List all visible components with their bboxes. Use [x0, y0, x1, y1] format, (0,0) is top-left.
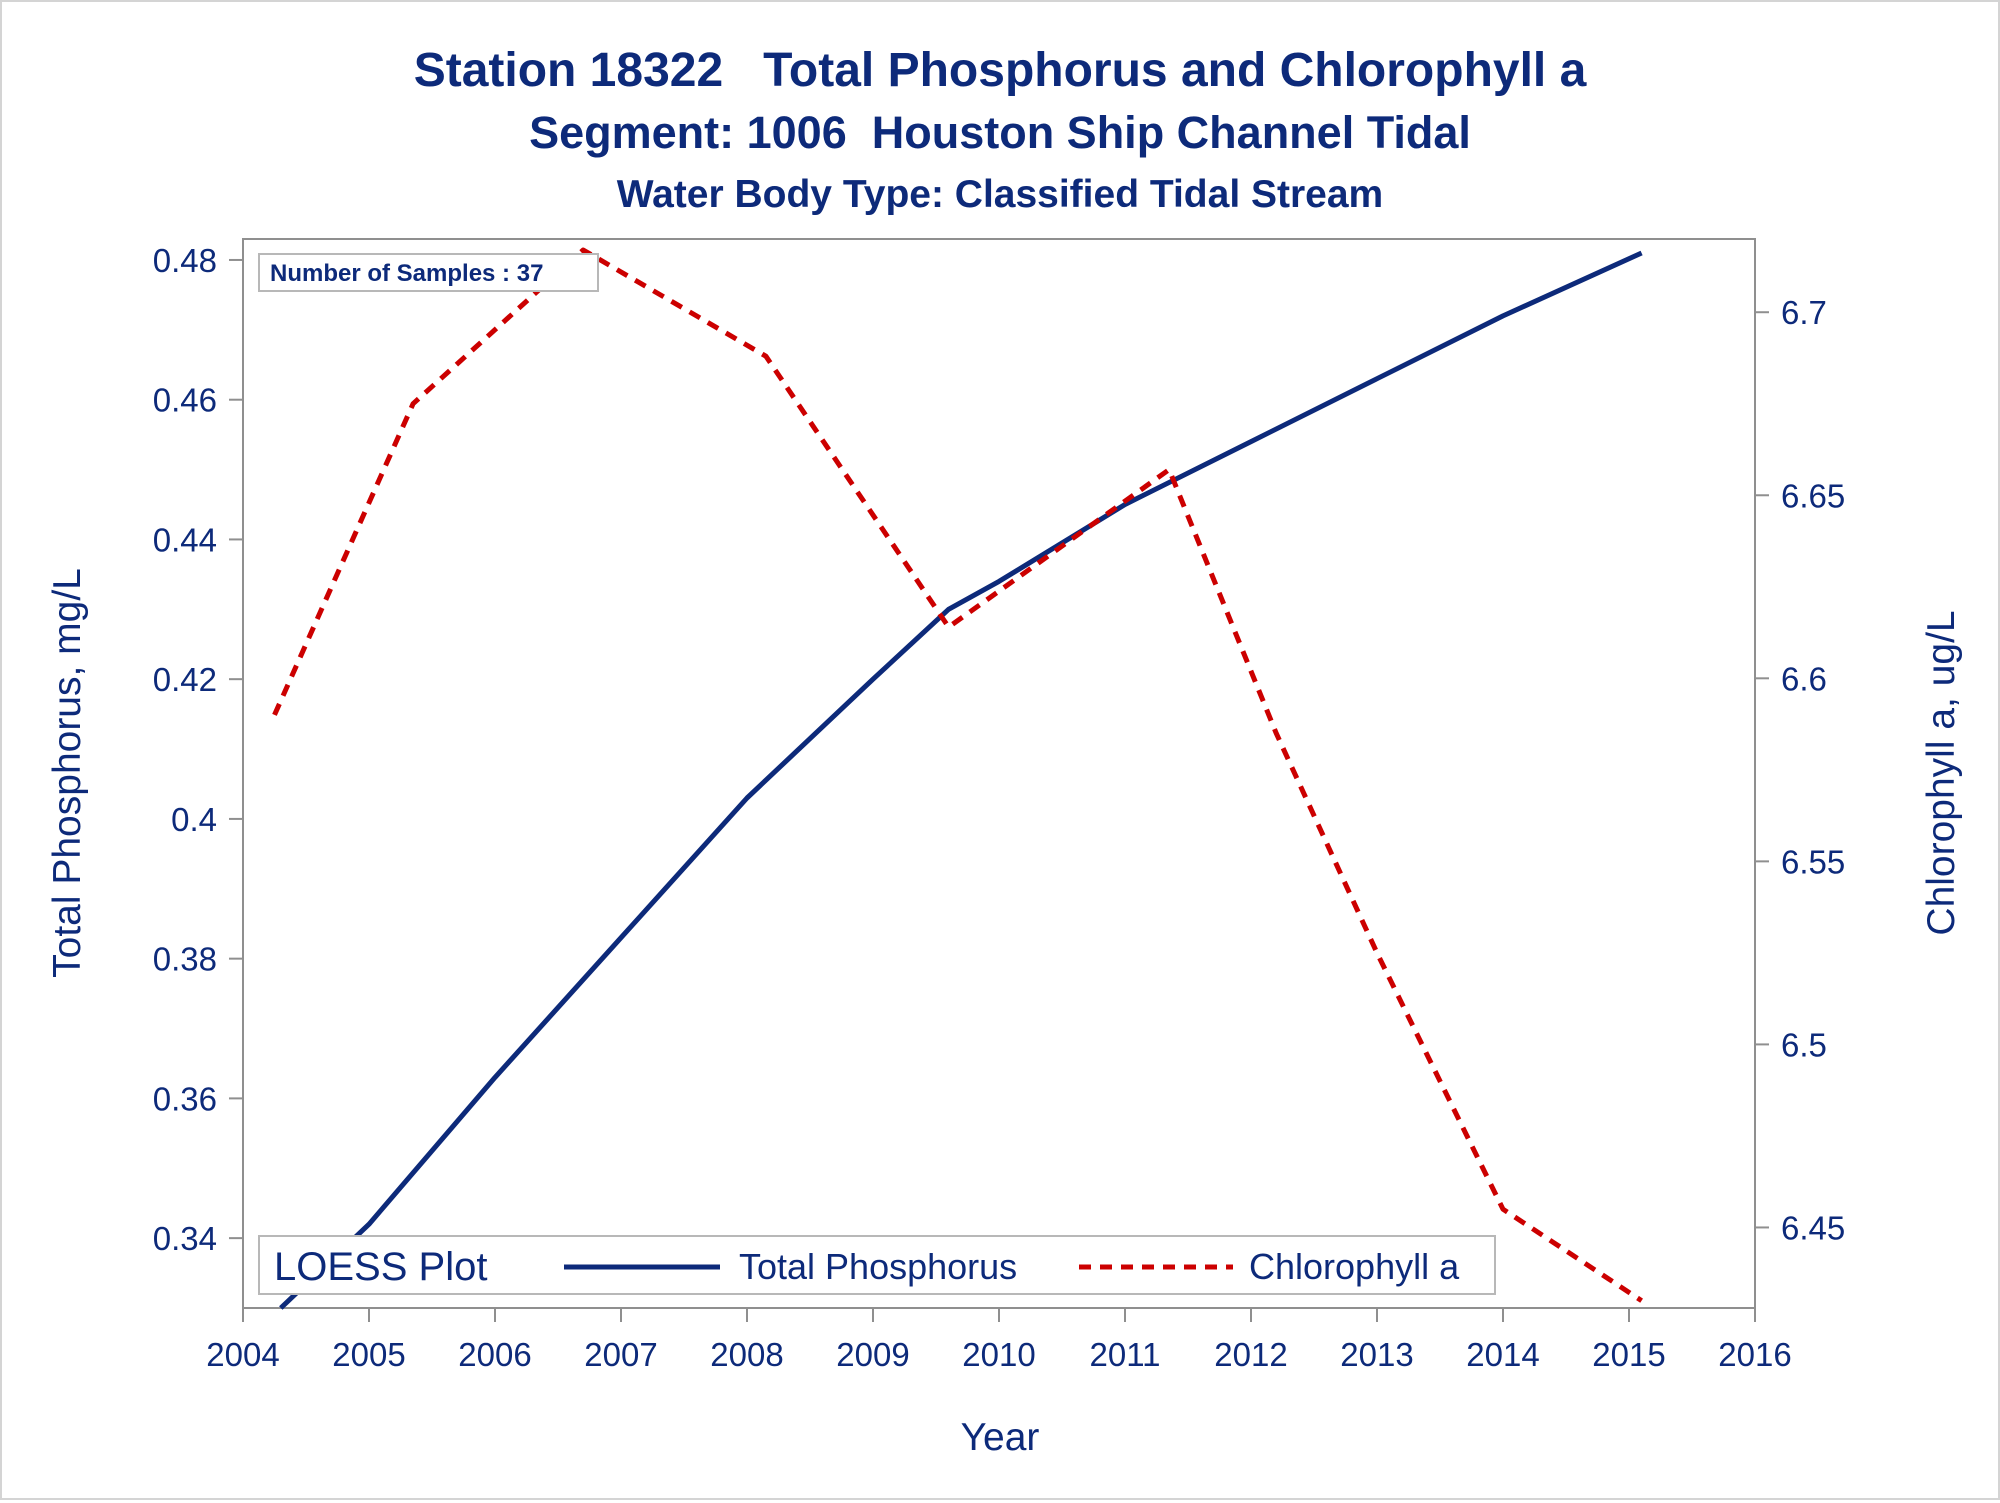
y-left-tick-label: 0.34: [153, 1220, 217, 1257]
plot-area: [242, 238, 1756, 1309]
chart-subtitle-2: Water Body Type: Classified Tidal Stream: [617, 173, 1383, 216]
x-tick-label: 2014: [1466, 1336, 1539, 1373]
series-line-chlorophyll-a: [272, 247, 1643, 1303]
y-left-tick-label: 0.4: [171, 801, 217, 838]
x-tick-label: 2004: [206, 1336, 279, 1373]
x-tick-label: 2005: [332, 1336, 405, 1373]
y-right-tick-label: 6.5: [1781, 1026, 1827, 1063]
x-tick-label: 2007: [584, 1336, 657, 1373]
y-axis-left-label: Total Phosphorus, mg/L: [46, 568, 89, 978]
legend-title: LOESS Plot: [274, 1245, 487, 1289]
x-tick-label: 2015: [1592, 1336, 1665, 1373]
y-left-tick-label: 0.46: [153, 382, 217, 419]
sample-count-inset: Number of Samples : 37: [258, 253, 599, 292]
x-tick-label: 2013: [1340, 1336, 1413, 1373]
legend-label-chlorophyll-a: Chlorophyll a: [1249, 1246, 1460, 1287]
y-right-tick-label: 6.45: [1781, 1209, 1845, 1246]
x-tick-label: 2011: [1090, 1336, 1161, 1373]
chart-subtitle: Segment: 1006 Houston Ship Channel Tidal: [529, 107, 1471, 158]
legend: LOESS Plot Total Phosphorus Chlorophyll …: [258, 1235, 1496, 1295]
x-axis: 2004 2005 2006 2007 2008 2009 2010 2011 2012 2013…: [206, 1308, 1792, 1373]
x-tick-label: 2009: [836, 1336, 909, 1373]
legend-label-total-phosphorus: Total Phosphorus: [739, 1246, 1017, 1287]
y-right-tick-label: 6.65: [1781, 477, 1845, 514]
y-right-tick-label: 6.55: [1781, 843, 1845, 880]
y-axis-right-label: Chlorophyll a, ug/L: [1920, 610, 1963, 935]
sample-count-box: [258, 253, 599, 292]
chart-title: Station 18322 Total Phosphorus and Chlor…: [414, 44, 1587, 97]
x-tick-label: 2010: [962, 1336, 1035, 1373]
y-left-tick-label: 0.42: [153, 661, 217, 698]
y-axis-left: 0.34 0.36 0.38 0.4 0.42 0.44 0.46 0.48: [153, 242, 243, 1257]
y-left-tick-label: 0.48: [153, 242, 217, 279]
x-tick-label: 2008: [710, 1336, 783, 1373]
y-left-tick-label: 0.36: [153, 1080, 217, 1117]
y-right-tick-label: 6.6: [1781, 660, 1827, 697]
x-axis-label: Year: [961, 1416, 1040, 1459]
y-axis-right: 6.45 6.5 6.55 6.6 6.65 6.7: [1755, 294, 1845, 1246]
x-tick-label: 2012: [1214, 1336, 1287, 1373]
series-layer: [272, 247, 1643, 1310]
y-left-tick-label: 0.44: [153, 521, 217, 558]
sample-count-text: Number of Samples : 37: [270, 260, 543, 287]
x-tick-label: 2016: [1718, 1336, 1791, 1373]
y-left-tick-label: 0.38: [153, 941, 217, 978]
series-line-total-phosphorus: [279, 250, 1643, 1310]
y-right-tick-label: 6.7: [1781, 294, 1827, 331]
x-tick-label: 2006: [458, 1336, 531, 1373]
legend-box: [258, 1235, 1496, 1295]
